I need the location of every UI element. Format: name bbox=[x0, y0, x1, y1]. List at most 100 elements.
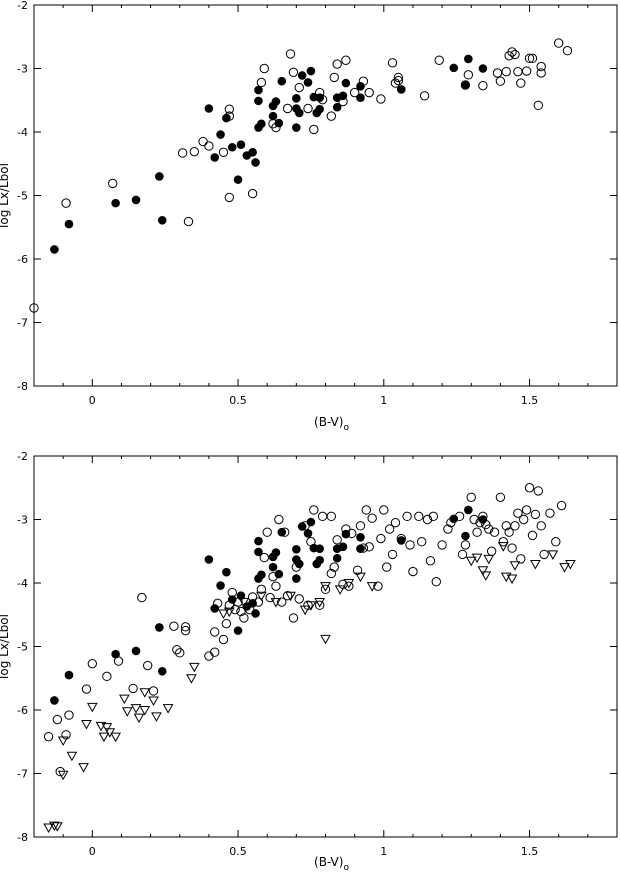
data-point-filled-circle bbox=[157, 666, 167, 676]
data-point-filled-circle bbox=[356, 532, 365, 542]
data-point-open-circle bbox=[495, 492, 506, 502]
data-point-open-circle bbox=[309, 124, 319, 135]
data-point-open-circle bbox=[352, 565, 363, 575]
data-point-filled-circle bbox=[464, 54, 473, 64]
data-point-open-circle bbox=[466, 492, 476, 502]
data-point-filled-circle bbox=[254, 85, 263, 95]
data-point-open-triangle bbox=[565, 559, 576, 570]
data-point-open-circle bbox=[387, 549, 398, 560]
data-point-open-circle bbox=[247, 188, 258, 199]
data-point-open-circle bbox=[326, 568, 337, 579]
data-point-filled-circle bbox=[157, 215, 167, 225]
data-point-open-circle bbox=[516, 78, 526, 88]
data-point-open-circle bbox=[61, 198, 71, 208]
data-point-open-circle bbox=[285, 49, 296, 59]
data-point-open-circle bbox=[259, 552, 269, 563]
data-point-open-circle bbox=[282, 591, 293, 601]
y-tick-label: -6 bbox=[17, 253, 28, 266]
data-point-filled-circle bbox=[464, 505, 473, 515]
data-point-open-triangle bbox=[477, 566, 489, 576]
data-point-open-circle bbox=[175, 648, 185, 658]
data-point-open-circle bbox=[198, 136, 208, 147]
data-point-open-circle bbox=[384, 524, 395, 534]
data-point-filled-circle bbox=[449, 63, 459, 73]
data-point-open-triangle bbox=[497, 542, 509, 552]
data-point-open-circle bbox=[128, 683, 138, 694]
data-point-open-triangle bbox=[98, 732, 110, 743]
data-point-filled-circle bbox=[292, 123, 301, 132]
data-point-open-circle bbox=[81, 684, 92, 694]
data-point-open-circle bbox=[376, 533, 386, 544]
data-point-open-circle bbox=[279, 527, 290, 537]
data-point-filled-circle bbox=[315, 104, 324, 114]
data-point-open-triangle bbox=[483, 554, 495, 565]
data-point-filled-circle bbox=[227, 142, 237, 152]
data-point-open-circle bbox=[148, 686, 159, 696]
data-point-open-triangle bbox=[188, 662, 200, 673]
data-point-open-circle bbox=[183, 216, 194, 227]
data-point-open-circle bbox=[338, 96, 348, 107]
data-point-open-circle bbox=[294, 82, 304, 93]
data-point-open-circle bbox=[364, 542, 374, 552]
data-point-open-circle bbox=[562, 46, 573, 56]
data-point-open-circle bbox=[137, 592, 147, 603]
data-point-open-circle bbox=[271, 581, 281, 591]
data-point-open-circle bbox=[457, 549, 468, 560]
data-point-open-circle bbox=[376, 94, 386, 104]
data-point-open-circle bbox=[379, 505, 389, 515]
data-point-open-circle bbox=[288, 67, 299, 78]
data-point-open-triangle bbox=[186, 674, 197, 684]
data-point-open-circle bbox=[428, 511, 439, 522]
data-point-open-circle bbox=[364, 87, 374, 98]
data-point-open-circle bbox=[484, 524, 494, 534]
y-axis-label: log Lx/Lbol bbox=[0, 163, 11, 228]
data-point-open-circle bbox=[332, 59, 342, 69]
data-point-open-circle bbox=[478, 511, 488, 522]
data-point-filled-circle bbox=[315, 555, 324, 565]
data-point-filled-circle bbox=[64, 219, 74, 229]
y-tick-label: -2 bbox=[17, 0, 28, 12]
data-point-filled-circle bbox=[271, 548, 281, 557]
data-point-filled-circle bbox=[222, 567, 231, 577]
data-point-open-circle bbox=[437, 540, 447, 550]
data-point-open-circle bbox=[43, 731, 54, 742]
data-point-open-circle bbox=[373, 581, 383, 591]
data-point-open-circle bbox=[314, 600, 325, 610]
data-point-open-circle bbox=[233, 597, 243, 607]
data-point-filled-circle bbox=[254, 547, 263, 557]
data-point-open-triangle bbox=[121, 707, 133, 717]
data-point-open-circle bbox=[498, 537, 509, 547]
data-point-open-circle bbox=[227, 587, 237, 598]
data-point-open-circle bbox=[61, 730, 71, 740]
data-point-open-triangle bbox=[78, 763, 89, 773]
data-point-filled-circle bbox=[277, 76, 287, 86]
data-point-open-triangle bbox=[130, 704, 142, 714]
data-point-open-circle bbox=[347, 528, 357, 539]
data-point-open-circle bbox=[408, 566, 418, 577]
data-point-open-circle bbox=[460, 80, 471, 90]
data-point-filled-circle bbox=[268, 562, 278, 572]
data-point-open-triangle bbox=[500, 572, 512, 583]
x-tick-label: 1 bbox=[380, 845, 387, 858]
data-point-filled-circle bbox=[356, 81, 365, 91]
data-point-open-circle bbox=[545, 508, 555, 518]
data-point-open-circle bbox=[245, 604, 255, 615]
y-tick-label: -7 bbox=[17, 768, 28, 781]
data-point-open-circle bbox=[536, 68, 546, 78]
data-point-filled-circle bbox=[233, 175, 243, 184]
data-point-open-circle bbox=[326, 111, 337, 121]
data-point-open-circle bbox=[210, 647, 220, 657]
data-point-filled-circle bbox=[461, 531, 470, 541]
data-point-open-circle bbox=[556, 500, 567, 511]
data-point-filled-circle bbox=[297, 71, 307, 80]
data-point-open-circle bbox=[142, 660, 153, 671]
data-point-filled-circle bbox=[315, 544, 324, 554]
x-tick-label: 0.5 bbox=[229, 394, 247, 407]
data-point-open-circle bbox=[221, 618, 232, 629]
y-axis-label: log Lx/Lbol bbox=[0, 614, 11, 679]
data-point-open-triangle bbox=[110, 732, 121, 743]
data-point-open-circle bbox=[551, 537, 561, 547]
data-point-filled-circle bbox=[50, 696, 59, 705]
data-point-filled-circle bbox=[292, 94, 301, 103]
data-point-filled-circle bbox=[332, 553, 342, 563]
